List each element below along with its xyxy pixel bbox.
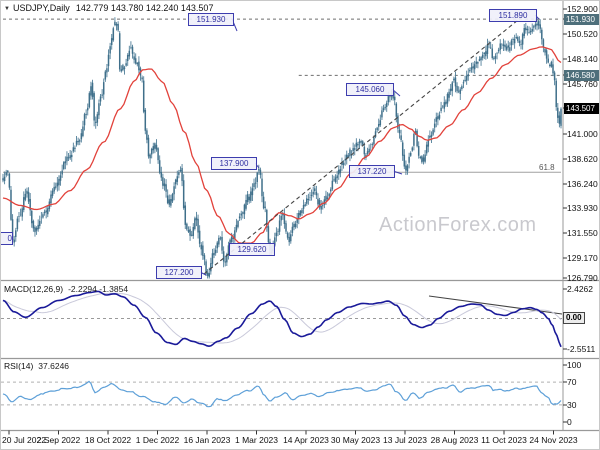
date-label-10: 11 Oct 2023 [481, 435, 527, 445]
candle-wicks-series [2, 17, 562, 279]
price-label-129.620[interactable]: 129.620 [229, 243, 275, 256]
macd-name: MACD(12,26,9) [4, 284, 64, 294]
macd-values: -2.2294 -1.3854 [68, 284, 129, 294]
date-label-6: 14 Apr 2023 [283, 435, 329, 445]
date-label-7: 30 May 2023 [330, 435, 381, 445]
macd-axis-label-2.4262: 2.4262 [567, 284, 593, 294]
price-label-137.900[interactable]: 137.900 [211, 157, 257, 170]
date-label-8: 13 Jul 2023 [383, 435, 427, 445]
date-label-3: 1 Dec 2022 [135, 435, 180, 445]
date-label-2: 18 Oct 2022 [84, 435, 132, 445]
rsi-line [2, 380, 562, 408]
price-label-137.220[interactable]: 137.220 [349, 165, 395, 178]
chart-title: ▼ USDJPY,Daily 142.779 143.780 142.240 143… [4, 3, 213, 13]
rsi-value: 37.6246 [38, 361, 70, 371]
rsi-axis-label-100: 100 [567, 360, 582, 370]
price-axis-label-148.140: 148.140 [567, 54, 598, 64]
moving-average-line [2, 46, 562, 244]
price-label-145.060[interactable]: 145.060 [346, 83, 394, 96]
rsi-axis-label-30: 30 [567, 400, 577, 410]
price-label-clipped[interactable]: 0 [1, 232, 13, 245]
macd-signal-line [2, 292, 562, 344]
price-label-151.890[interactable]: 151.890 [489, 9, 537, 22]
price-axis-label-141.000: 141.000 [567, 129, 598, 139]
macd-indicator-label: MACD(12,26,9) -2.2294 -1.3854 [4, 284, 128, 294]
macd-axis-label--2.5511: -2.5511 [567, 344, 596, 354]
price-axis-label-152.900: 152.900 [567, 4, 598, 14]
rsi-axis-label-70: 70 [567, 377, 577, 387]
rsi-axis-label-0: 0 [567, 417, 572, 427]
symbol-dropdown-icon[interactable]: ▼ [4, 6, 10, 12]
fibonacci-level-label: 61.8 [539, 163, 555, 172]
date-label-0: 20 Jul 2022 [2, 435, 46, 445]
macd-main-line [2, 290, 562, 348]
symbol-timeframe-label: USDJPY,Daily [12, 3, 70, 13]
date-label-1: 2 Sep 2022 [36, 435, 81, 445]
price-axis-label-151.930: 151.930 [564, 13, 599, 25]
date-label-4: 16 Jan 2023 [183, 435, 231, 445]
price-axis-label-131.550: 131.550 [567, 228, 598, 238]
date-label-11: 24 Nov 2023 [529, 435, 578, 445]
price-axis-label-138.620: 138.620 [567, 154, 598, 164]
price-axis-label-146.580: 146.580 [564, 69, 599, 81]
price-axis-label-136.240: 136.240 [567, 179, 598, 189]
date-label-5: 1 Mar 2023 [235, 435, 278, 445]
price-axis-label-126.790: 126.790 [567, 273, 598, 283]
price-axis-label-129.170: 129.170 [567, 253, 598, 263]
price-axis-label-143.507: 143.507 [564, 102, 599, 114]
price-axis-label-133.930: 133.930 [567, 203, 598, 213]
candle-bodies-series [2, 20, 562, 277]
macd-axis-label-0.00: 0.00 [563, 312, 585, 324]
price-axis-label-150.520: 150.520 [567, 29, 598, 39]
price-label-127.200[interactable]: 127.200 [156, 266, 202, 279]
rsi-indicator-label: RSI(14) 37.6246 [4, 361, 69, 371]
trendline-main[interactable] [203, 15, 524, 275]
ohlc-values: 142.779 143.780 142.240 143.507 [75, 3, 214, 13]
price-label-151.930[interactable]: 151.930 [188, 13, 234, 26]
rsi-name: RSI(14) [4, 361, 34, 371]
watermark: ActionForex.com [379, 214, 537, 236]
date-label-9: 28 Aug 2023 [430, 435, 479, 445]
price-axis-label-145.760: 145.760 [567, 79, 598, 89]
